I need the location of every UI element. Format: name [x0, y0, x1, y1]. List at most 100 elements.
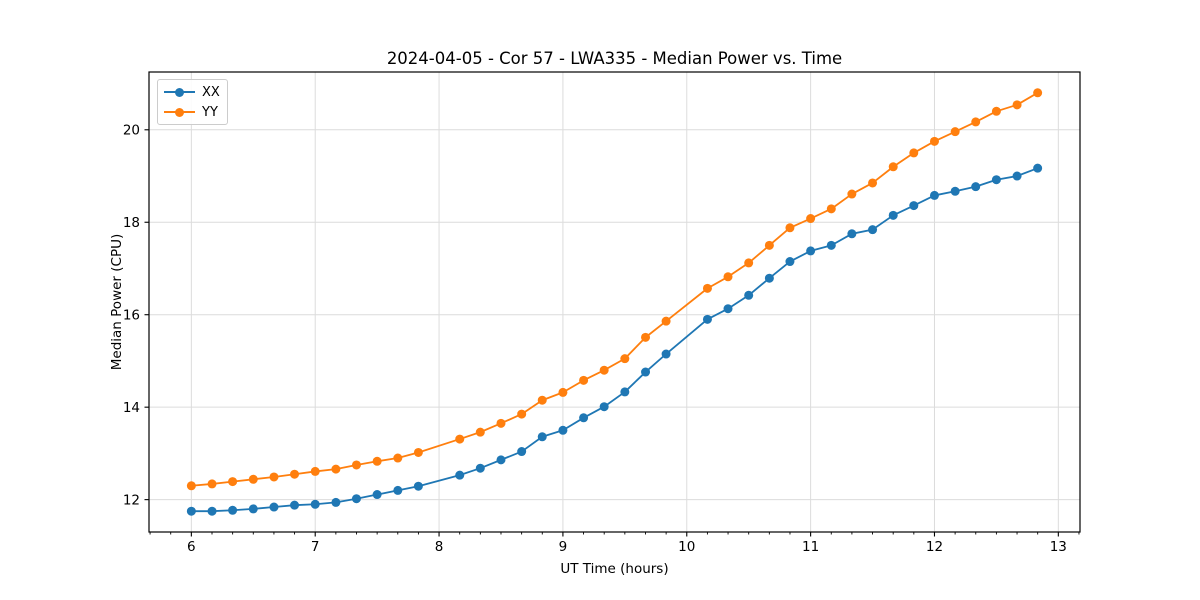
- data-point-YY: [475, 427, 485, 437]
- data-point-XX: [290, 500, 300, 510]
- data-point-YY: [723, 272, 733, 282]
- data-point-XX: [744, 290, 754, 300]
- data-point-XX: [207, 506, 217, 516]
- data-point-YY: [269, 472, 279, 482]
- data-point-XX: [351, 494, 361, 504]
- data-point-YY: [455, 434, 465, 444]
- series-YY-markers: [186, 88, 1043, 491]
- data-point-YY: [1033, 88, 1043, 98]
- y-tick-label: 20: [123, 123, 140, 139]
- series-YY-line: [191, 92, 1039, 487]
- data-point-XX: [723, 304, 733, 314]
- data-point-XX: [599, 402, 609, 412]
- data-point-XX: [455, 470, 465, 480]
- data-point-YY: [413, 447, 423, 457]
- data-point-XX: [496, 455, 506, 465]
- data-point-YY: [826, 204, 836, 214]
- data-point-YY: [290, 469, 300, 479]
- data-point-XX: [517, 447, 527, 457]
- data-point-XX: [806, 246, 816, 256]
- data-point-YY: [661, 316, 671, 326]
- data-point-XX: [909, 201, 919, 211]
- data-point-XX: [579, 413, 589, 423]
- data-point-YY: [764, 240, 774, 250]
- data-point-YY: [331, 464, 341, 474]
- data-point-XX: [888, 210, 898, 220]
- data-point-YY: [620, 354, 630, 364]
- data-point-YY: [888, 162, 898, 172]
- y-tick-label: 18: [123, 215, 140, 231]
- x-tick-label: 10: [678, 539, 695, 555]
- axes-spines: [148, 71, 1081, 533]
- x-tick-labels: 6 7 8 9 10 11 12 13: [187, 539, 1067, 555]
- x-axis-ticks: [149, 532, 1080, 537]
- data-point-YY: [186, 481, 196, 491]
- data-point-XX: [661, 349, 671, 359]
- data-point-YY: [929, 136, 939, 146]
- data-point-XX: [641, 367, 651, 377]
- data-point-YY: [517, 409, 527, 419]
- data-point-YY: [991, 106, 1001, 116]
- data-point-YY: [641, 332, 651, 342]
- legend-item-xx: XX: [164, 82, 221, 102]
- data-point-XX: [620, 387, 630, 397]
- data-point-YY: [351, 460, 361, 470]
- data-point-XX: [826, 240, 836, 250]
- data-point-XX: [269, 502, 279, 512]
- data-point-XX: [228, 505, 238, 515]
- data-point-XX: [847, 229, 857, 239]
- x-tick-label: 9: [559, 539, 568, 555]
- data-point-XX: [1012, 171, 1022, 181]
- data-point-XX: [950, 186, 960, 196]
- data-point-YY: [537, 395, 547, 405]
- data-point-YY: [785, 223, 795, 233]
- data-point-YY: [702, 283, 712, 293]
- data-point-XX: [537, 432, 547, 442]
- y-tick-label: 16: [123, 308, 140, 324]
- data-point-YY: [744, 258, 754, 268]
- y-axis-ticks: [144, 129, 149, 501]
- data-point-XX: [702, 314, 712, 324]
- data-point-YY: [971, 117, 981, 127]
- x-tick-label: 12: [926, 539, 943, 555]
- legend-line-marker-icon: [164, 107, 195, 117]
- data-point-XX: [971, 182, 981, 192]
- data-point-XX: [764, 273, 774, 283]
- data-point-XX: [331, 497, 341, 507]
- data-point-XX: [475, 463, 485, 473]
- x-tick-label: 11: [802, 539, 819, 555]
- legend-item-yy: YY: [164, 102, 221, 122]
- legend-line-marker-icon: [164, 87, 195, 97]
- data-point-YY: [950, 127, 960, 137]
- data-point-YY: [207, 479, 217, 489]
- data-point-YY: [806, 214, 816, 224]
- data-point-XX: [186, 506, 196, 516]
- data-point-YY: [310, 466, 320, 476]
- data-point-YY: [1012, 100, 1022, 110]
- chart-title: 2024-04-05 - Cor 57 - LWA335 - Median Po…: [386, 49, 843, 68]
- y-tick-labels: 12 14 16 18 20: [123, 123, 140, 509]
- x-tick-label: 6: [187, 539, 196, 555]
- data-point-XX: [868, 225, 878, 235]
- x-axis-label: UT Time (hours): [560, 561, 669, 577]
- data-point-XX: [248, 504, 258, 514]
- data-point-YY: [868, 178, 878, 188]
- data-point-XX: [310, 499, 320, 509]
- series-XX-line: [191, 167, 1038, 513]
- data-point-XX: [991, 175, 1001, 185]
- legend-label-yy: YY: [202, 104, 218, 120]
- legend: XX YY: [157, 79, 228, 125]
- x-tick-label: 13: [1050, 539, 1067, 555]
- legend-label-xx: XX: [202, 84, 220, 100]
- data-point-YY: [228, 477, 238, 487]
- data-point-YY: [558, 387, 568, 397]
- data-point-YY: [579, 375, 589, 385]
- data-point-XX: [558, 425, 568, 435]
- data-point-XX: [372, 490, 382, 500]
- data-point-XX: [929, 190, 939, 200]
- data-point-XX: [413, 481, 423, 491]
- data-point-YY: [393, 453, 403, 463]
- data-point-XX: [1033, 163, 1043, 173]
